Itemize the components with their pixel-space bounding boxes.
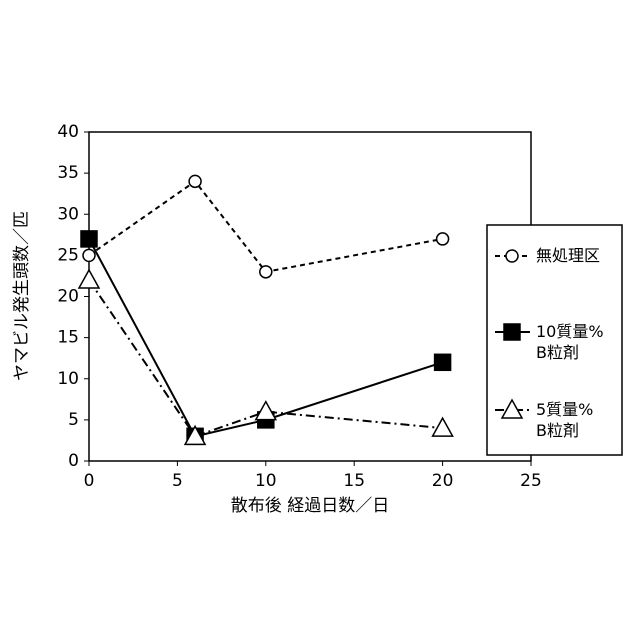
legend-label: 5質量% B粒剤	[536, 399, 593, 441]
x-tick-label: 10	[255, 471, 277, 491]
x-axis-label: 散布後 経過日数／日	[231, 496, 389, 516]
x-tick-label: 0	[84, 471, 95, 491]
y-tick-label: 15	[57, 328, 79, 348]
legend-label: 10質量% B粒剤	[536, 321, 604, 363]
marker	[83, 249, 95, 261]
x-tick-label: 5	[172, 471, 183, 491]
y-tick-label: 25	[57, 245, 79, 265]
marker	[79, 270, 99, 288]
series-line	[89, 181, 443, 271]
y-tick-label: 30	[57, 204, 79, 224]
legend-marker	[504, 324, 520, 340]
y-axis-label: ヤマビル発生頭数／匹	[12, 211, 32, 381]
x-tick-label: 25	[520, 471, 542, 491]
chart: 散布後 経過日数／日 ヤマビル発生頭数／匹 0 5 10 15 20 25 30 35 40 0 5…	[0, 0, 640, 640]
marker	[256, 402, 276, 420]
x-tick-label: 20	[432, 471, 454, 491]
marker	[433, 418, 453, 436]
x-tick-label: 15	[343, 471, 365, 491]
marker	[189, 175, 201, 187]
marker	[437, 233, 449, 245]
y-tick-label: 5	[68, 410, 79, 430]
y-tick-label: 35	[57, 163, 79, 183]
page: 散布後 経過日数／日 ヤマビル発生頭数／匹 0 5 10 15 20 25 30 35 40 0 5…	[0, 0, 640, 640]
plot-frame	[89, 132, 531, 461]
y-tick-label: 0	[68, 451, 79, 471]
marker	[435, 354, 451, 370]
y-tick-label: 10	[57, 369, 79, 389]
legend-marker	[506, 250, 518, 262]
marker	[260, 266, 272, 278]
legend-label: 無処理区	[536, 245, 600, 266]
y-tick-label: 20	[57, 287, 79, 307]
marker	[81, 231, 97, 247]
y-tick-label: 40	[57, 122, 79, 142]
